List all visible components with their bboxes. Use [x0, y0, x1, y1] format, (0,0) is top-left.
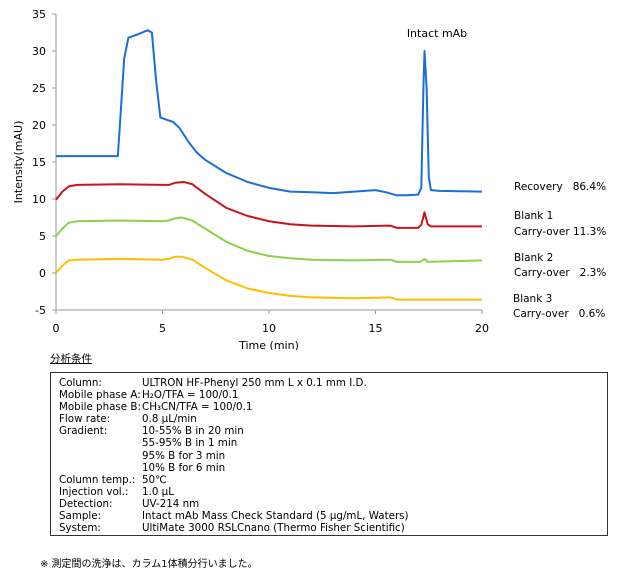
y-tick-label: -5: [35, 304, 46, 317]
conditions-box: Column: ULTRON HF-Phenyl 250 mm L x 0.1 m…: [50, 372, 608, 536]
condition-row: Sample: Intact mAb Mass Check Standard (5…: [59, 510, 607, 522]
condition-value: UV-214 nm: [142, 497, 200, 510]
x-axis-label: Time (min): [238, 339, 299, 350]
condition-value: UltiMate 3000 RSLCnano (Thermo Fisher Sc…: [142, 522, 405, 535]
chromatogram-chart: 35 30 25 20 15 10 5 0 -5 0 5 10 15 20 Time (min) Intens…: [12, 8, 489, 350]
condition-value: 1.0 µL: [142, 485, 174, 498]
condition-key: Sample:: [59, 510, 102, 523]
series-line-blank-2: [55, 216, 483, 263]
condition-value: ULTRON HF-Phenyl 250 mm L x 0.1 mm I.D.: [142, 377, 367, 389]
condition-value: Intact mAb Mass Check Standard (5 µg/mL,…: [142, 510, 409, 523]
condition-key: Flow rate:: [59, 413, 111, 426]
condition-key: Gradient:: [59, 425, 108, 438]
legend-blank2-carryover: Carry-over 2.3%: [514, 267, 607, 279]
y-tick-label: 10: [32, 193, 46, 206]
condition-key: Mobile phase A:: [59, 389, 141, 402]
x-tick-label: 20: [475, 322, 489, 335]
condition-value: H₂O/TFA = 100/0.1: [142, 389, 239, 402]
condition-row: 55-95% B in 1 min: [59, 437, 607, 449]
condition-value: CH₃CN/TFA = 100/0.1: [142, 401, 253, 414]
y-tick-label: 25: [32, 82, 46, 95]
x-tick-label: 5: [159, 322, 166, 335]
condition-row: System: UltiMate 3000 RSLCnano (Thermo Fi…: [59, 522, 607, 534]
condition-key: Injection vol.:: [59, 485, 129, 498]
condition-row: 95% B for 3 min: [59, 450, 607, 462]
legend-recovery: Recovery 86.4%: [514, 181, 607, 193]
condition-row: Injection vol.: 1.0 µL: [59, 486, 607, 498]
condition-row: Detection: UV-214 nm: [59, 498, 607, 510]
condition-key: Column:: [59, 377, 102, 389]
condition-key: Detection:: [59, 497, 113, 510]
x-tick-label: 10: [262, 322, 276, 335]
conditions-title: 分析条件: [50, 353, 92, 365]
condition-key: [59, 450, 142, 462]
condition-key: [59, 462, 142, 474]
legend-blank1-name: Blank 1: [514, 210, 554, 222]
legend-blank3-name: Blank 3: [513, 293, 553, 305]
condition-row: Mobile phase A: H₂O/TFA = 100/0.1: [59, 389, 607, 401]
condition-key: Column temp.:: [59, 473, 136, 486]
condition-row: 10% B for 6 min: [59, 462, 607, 474]
x-tick-label: 0: [53, 322, 60, 335]
legend-blank1-carryover: Carry-over 11.3%: [514, 226, 607, 238]
condition-key: Mobile phase B:: [59, 401, 141, 414]
condition-value: 0.8 µL/min: [142, 413, 197, 426]
condition-value: 95% B for 3 min: [142, 449, 226, 462]
condition-value: 10-55% B in 20 min: [142, 425, 244, 438]
x-tick-label: 15: [369, 322, 383, 335]
condition-key: [59, 437, 142, 449]
y-tick-label: 15: [32, 156, 46, 169]
legend-blank3-carryover: Carry-over 0.6%: [513, 308, 606, 320]
legend-blank2-name: Blank 2: [514, 252, 554, 264]
y-tick-label: 5: [39, 230, 46, 243]
condition-row: Mobile phase B: CH₃CN/TFA = 100/0.1: [59, 401, 607, 413]
footnote: ※ 測定間の洗浄は、カラム1体積分行いました。: [40, 559, 258, 570]
condition-key: System:: [59, 522, 101, 535]
condition-value: 50℃: [142, 473, 167, 486]
condition-row: Column: ULTRON HF-Phenyl 250 mm L x 0.1 m…: [59, 377, 607, 389]
condition-row: Gradient: 10-55% B in 20 min: [59, 425, 607, 437]
condition-value: 55-95% B in 1 min: [142, 437, 238, 450]
y-tick-label: 30: [32, 45, 46, 58]
peak-annotation: Intact mAb: [407, 27, 467, 40]
series-line-blank-3: [55, 255, 482, 301]
y-tick-label: 20: [32, 119, 46, 132]
y-axis-label: Intensity(mAU): [12, 121, 25, 204]
condition-value: 10% B for 6 min: [142, 461, 226, 474]
condition-row: Column temp.: 50℃: [59, 474, 607, 486]
condition-row: Flow rate: 0.8 µL/min: [59, 413, 607, 425]
series-line-recovery: [56, 29, 483, 197]
series-line-blank-1: [55, 181, 482, 229]
y-tick-label: 0: [39, 267, 46, 280]
y-tick-label: 35: [32, 8, 46, 21]
